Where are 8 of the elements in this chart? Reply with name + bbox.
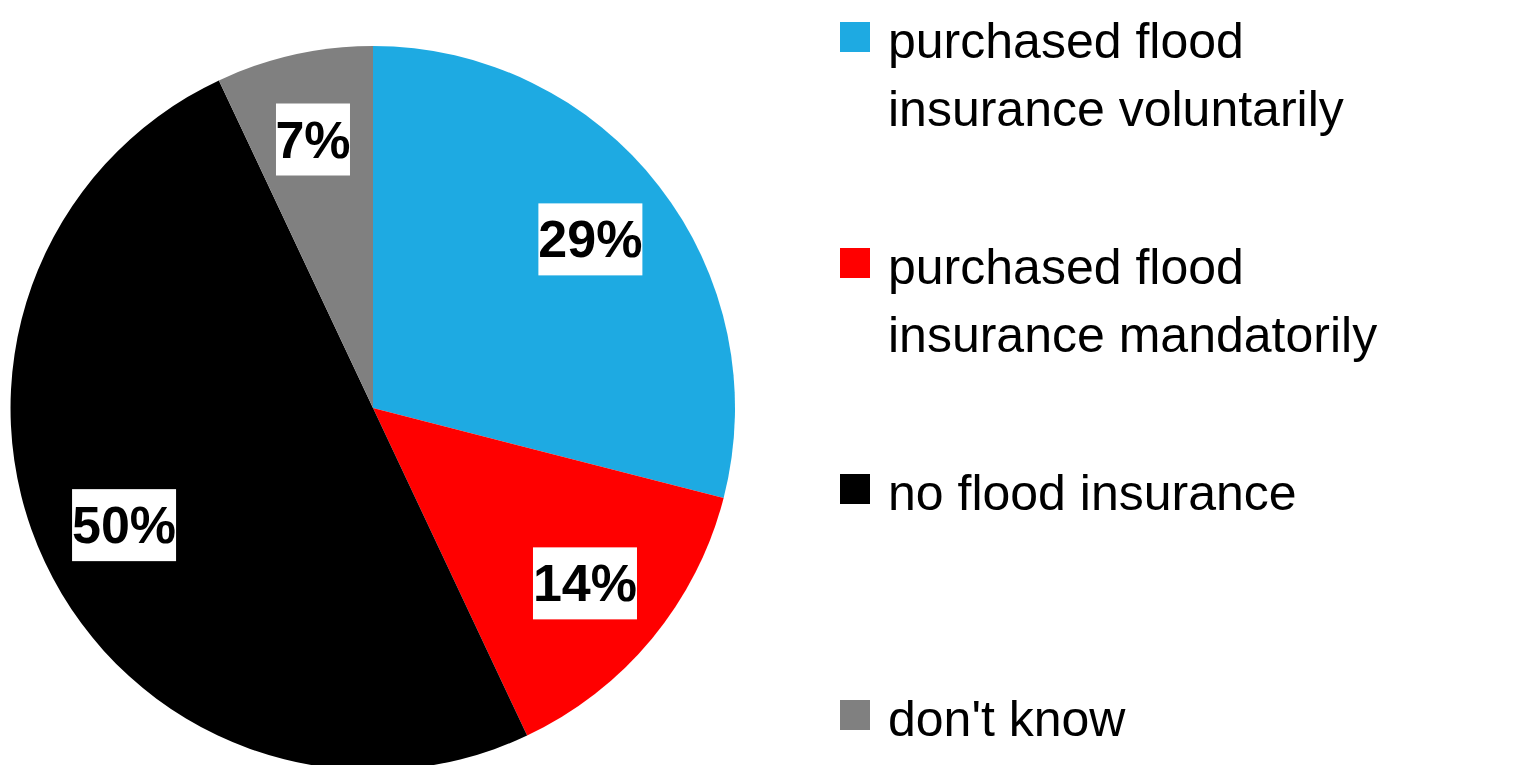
- legend-label: don't know: [888, 691, 1127, 747]
- legend-label: purchased flood insurance mandatorily: [888, 239, 1378, 363]
- data-label: 29%: [538, 210, 643, 269]
- data-label: 50%: [72, 496, 177, 555]
- legend-label: purchased flood insurance voluntarily: [888, 13, 1344, 137]
- legend-label: no flood insurance: [888, 465, 1297, 521]
- data-label: 7%: [275, 110, 351, 169]
- data-label: 14%: [532, 554, 638, 613]
